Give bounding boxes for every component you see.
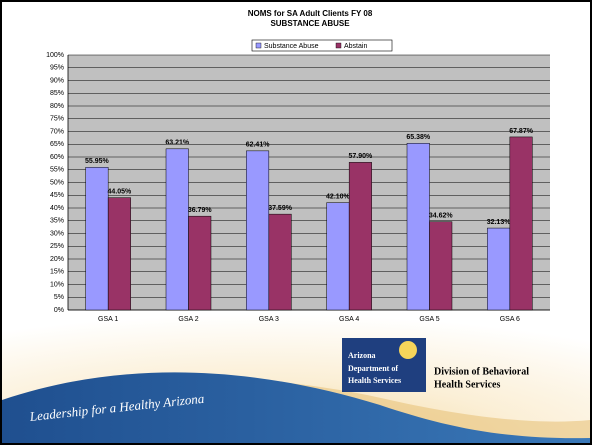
y-tick-label: 60% [50,154,64,161]
y-tick-label: 100% [46,52,64,59]
bar [326,202,350,311]
bar [107,197,131,311]
y-tick-label: 70% [50,128,64,135]
y-tick-label: 5% [54,294,64,301]
bar [268,213,292,311]
bar [509,136,533,311]
value-label: 62.41% [246,142,271,149]
chart: 0% 5% 10% 15% 20% 25% 30% 35% 40% 45% 50% 55% 60% 65%… [46,39,550,323]
division-line: Health Services [434,379,500,390]
value-label: 34.62% [429,213,454,220]
logo-line: Arizona [348,351,376,360]
logo-line: Health Services [348,376,401,385]
y-tick-label: 45% [50,192,64,199]
y-tick-label: 65% [50,141,64,148]
bar [406,143,430,311]
y-tick-label: 50% [50,179,64,186]
value-label: 44.05% [108,189,133,196]
logo-line: Department of [348,364,398,373]
value-label: 67.87% [509,128,534,135]
x-tick-label: GSA 1 [98,316,118,323]
x-tick-label: GSA 4 [339,316,359,323]
y-tick-label: 0% [54,307,64,314]
value-label: 65.38% [406,134,431,141]
chart-subtitle: SUBSTANCE ABUSE [270,19,350,28]
y-tick-label: 25% [50,243,64,250]
bar [85,167,109,311]
bar [348,162,372,311]
value-label: 32.13% [487,219,512,226]
division-line: Division of Behavioral [434,366,529,377]
chart-title: NOMS for SA Adult Clients FY 08 [248,9,373,18]
y-tick-label: 75% [50,116,64,123]
y-tick-label: 40% [50,205,64,212]
x-tick-label: GSA 3 [259,316,279,323]
y-tick-label: 80% [50,103,64,110]
y-tick-label: 30% [50,230,64,237]
y-tick-label: 15% [50,269,64,276]
bar [487,227,511,311]
x-tick-label: GSA 5 [419,316,439,323]
legend-label: Substance Abuse [264,43,319,50]
legend-swatch [255,42,262,49]
y-tick-label: 35% [50,218,64,225]
y-tick-label: 90% [50,77,64,84]
y-tick-label: 10% [50,281,64,288]
y-tick-label: 20% [50,256,64,263]
value-label: 42.10% [326,193,351,200]
y-tick-label: 95% [50,65,64,72]
bar [165,148,189,311]
x-tick-label: GSA 2 [178,316,198,323]
swoosh-blue [2,372,590,443]
logo-sun [399,341,417,359]
value-label: 55.95% [85,158,110,165]
y-tick-label: 85% [50,90,64,97]
y-tick-label: 55% [50,167,64,174]
value-label: 57.90% [349,153,374,160]
legend: Substance Abuse Abstain [251,39,393,52]
legend-swatch [335,42,342,49]
value-label: 63.21% [165,140,190,147]
legend-label: Abstain [344,43,367,50]
bar [188,215,212,311]
x-tick-label: GSA 6 [500,316,520,323]
value-label: 37.59% [268,205,293,212]
bar [429,221,453,311]
bar [246,150,270,311]
value-label: 36.79% [188,207,213,214]
legend-box [251,39,393,52]
